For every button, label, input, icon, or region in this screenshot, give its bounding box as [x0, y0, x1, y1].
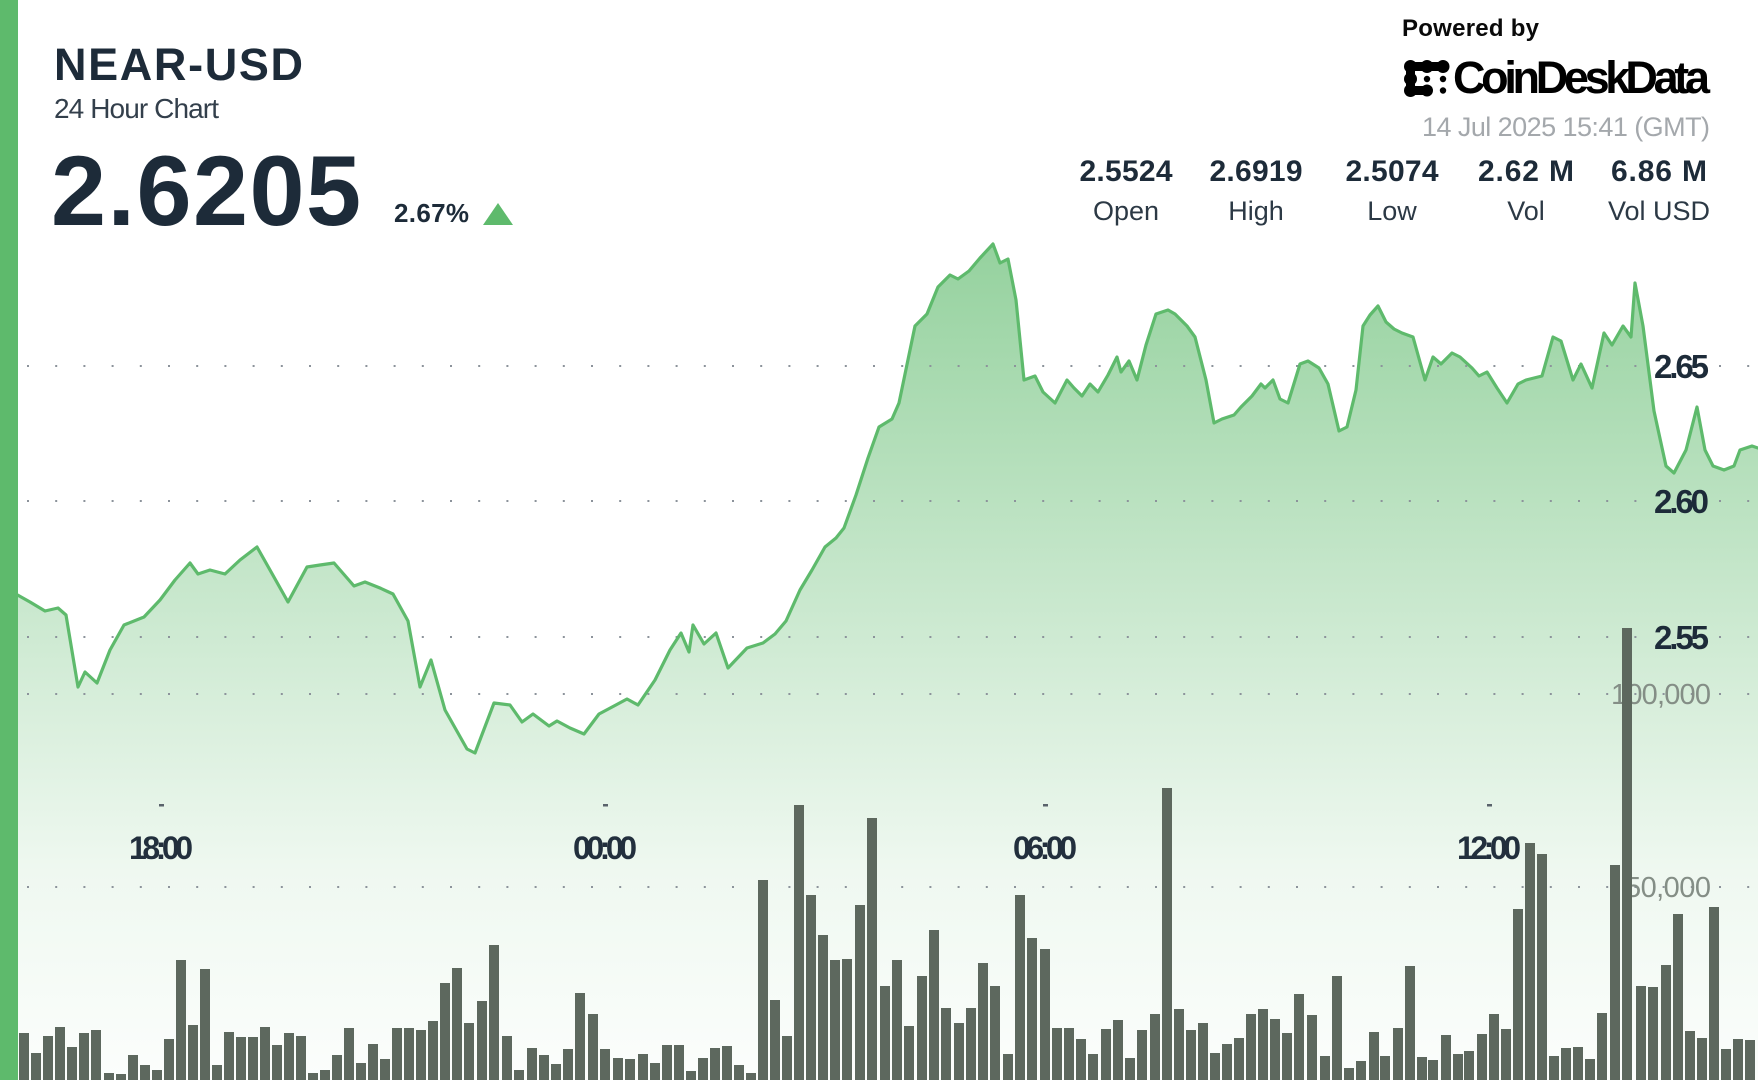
svg-text:2.6919: 2.6919 [1210, 155, 1303, 188]
svg-text:2.65: 2.65 [1654, 348, 1709, 385]
svg-text:Vol: Vol [1507, 196, 1545, 226]
svg-text:50,000: 50,000 [1625, 872, 1711, 904]
svg-text:NEAR-USD: NEAR-USD [54, 39, 303, 90]
svg-text:00:00: 00:00 [573, 830, 637, 866]
svg-text:2.6205: 2.6205 [51, 135, 361, 246]
svg-text:2.67%: 2.67% [394, 198, 469, 228]
svg-text:Powered by: Powered by [1402, 15, 1540, 42]
svg-text:Vol USD: Vol USD [1608, 196, 1710, 226]
svg-text:14 Jul 2025 15:41 (GMT): 14 Jul 2025 15:41 (GMT) [1422, 112, 1710, 142]
svg-text:06:00: 06:00 [1013, 830, 1077, 866]
svg-text:2.5074: 2.5074 [1346, 155, 1439, 188]
svg-text:24 Hour Chart: 24 Hour Chart [54, 93, 219, 124]
svg-text:High: High [1228, 196, 1284, 226]
svg-text:CoinDesk Data: CoinDesk Data [1453, 52, 1711, 103]
svg-text:18:00: 18:00 [129, 830, 193, 866]
svg-text:2.5524: 2.5524 [1080, 155, 1173, 188]
svg-text:Open: Open [1093, 196, 1159, 226]
svg-text:2.55: 2.55 [1654, 619, 1709, 656]
svg-text:2.60: 2.60 [1654, 483, 1709, 520]
svg-text:2.62 M: 2.62 M [1478, 155, 1574, 188]
svg-text:Low: Low [1367, 196, 1417, 226]
svg-text:12:00: 12:00 [1457, 830, 1521, 866]
svg-text:6.86 M: 6.86 M [1611, 155, 1707, 188]
